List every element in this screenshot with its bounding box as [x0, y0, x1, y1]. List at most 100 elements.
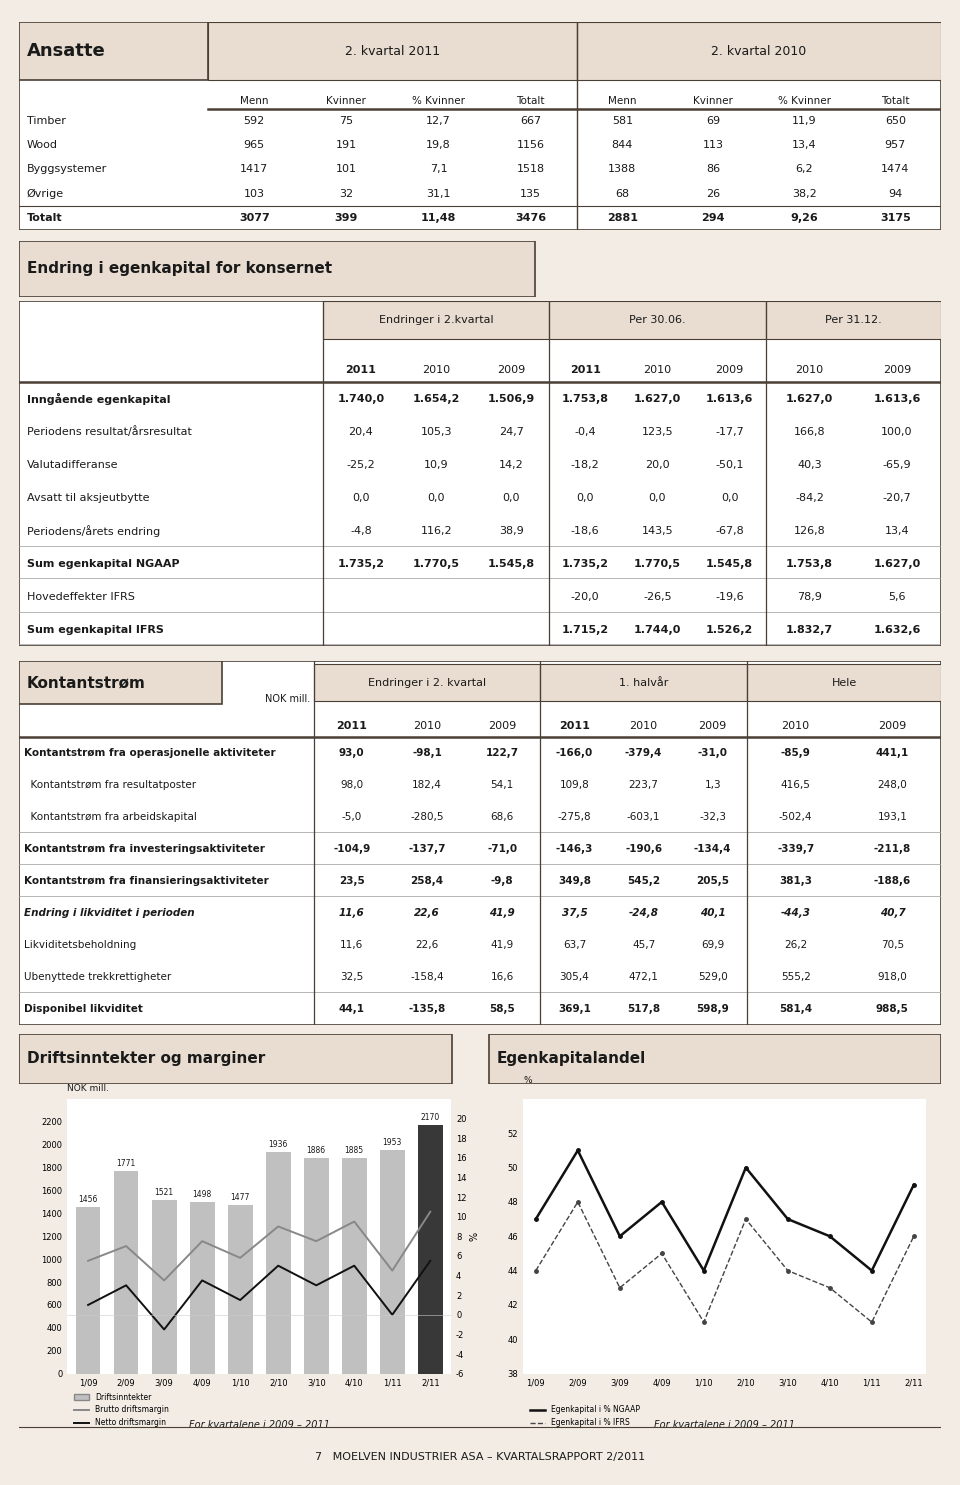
- Text: 2010: 2010: [413, 722, 441, 731]
- Text: 0,0: 0,0: [352, 493, 370, 503]
- Text: 844: 844: [612, 140, 633, 150]
- Text: 2170: 2170: [420, 1114, 440, 1123]
- Text: 12,7: 12,7: [426, 116, 451, 126]
- Text: -134,4: -134,4: [694, 843, 732, 854]
- Text: Menn: Menn: [608, 97, 636, 107]
- FancyBboxPatch shape: [19, 661, 222, 704]
- Text: 1477: 1477: [230, 1192, 250, 1201]
- Text: 1.740,0: 1.740,0: [337, 394, 385, 404]
- Text: 3077: 3077: [239, 212, 270, 223]
- Legend: Driftsinntekter, Brutto driftsmargin, Netto driftsmargin: Driftsinntekter, Brutto driftsmargin, Ne…: [71, 1390, 173, 1430]
- Bar: [380, 1149, 404, 1374]
- Text: 135: 135: [520, 189, 541, 199]
- Text: 26: 26: [707, 189, 720, 199]
- Egenkapital i % NGAAP: [614, 1227, 626, 1244]
- Text: 166,8: 166,8: [794, 426, 826, 437]
- Bar: [228, 1204, 252, 1374]
- Text: 369,1: 369,1: [558, 1004, 591, 1014]
- Text: 529,0: 529,0: [698, 971, 728, 982]
- FancyBboxPatch shape: [747, 664, 941, 701]
- Brutto driftsmargin: [387, 1262, 398, 1280]
- Text: 248,0: 248,0: [877, 780, 907, 790]
- Text: 1.627,0: 1.627,0: [634, 394, 681, 404]
- Text: 650: 650: [885, 116, 906, 126]
- Text: 598,9: 598,9: [696, 1004, 729, 1014]
- Text: 11,6: 11,6: [339, 907, 365, 918]
- Text: Ansatte: Ansatte: [27, 43, 106, 61]
- Text: -17,7: -17,7: [715, 426, 744, 437]
- Text: 2010: 2010: [796, 365, 824, 376]
- Text: 0,0: 0,0: [721, 493, 738, 503]
- Egenkapital i % IFRS: [866, 1313, 877, 1331]
- Text: -0,4: -0,4: [574, 426, 596, 437]
- Text: -275,8: -275,8: [558, 812, 591, 823]
- Egenkapital i % IFRS: [824, 1279, 835, 1296]
- Bar: [418, 1126, 443, 1374]
- Text: 1.735,2: 1.735,2: [562, 558, 609, 569]
- Text: 86: 86: [707, 165, 720, 174]
- Egenkapital i % NGAAP: [656, 1192, 667, 1210]
- Text: -18,6: -18,6: [571, 526, 600, 536]
- Text: Kontantstrøm fra operasjonelle aktiviteter: Kontantstrøm fra operasjonelle aktivitet…: [24, 748, 276, 759]
- Text: Kontantstrøm: Kontantstrøm: [27, 676, 146, 691]
- Text: Byggsystemer: Byggsystemer: [27, 165, 107, 174]
- Text: 63,7: 63,7: [563, 940, 587, 950]
- Text: 41,9: 41,9: [491, 940, 514, 950]
- Text: % Kvinner: % Kvinner: [778, 97, 830, 107]
- Text: 1936: 1936: [269, 1140, 288, 1149]
- Text: 40,7: 40,7: [879, 907, 905, 918]
- Text: 667: 667: [520, 116, 541, 126]
- Text: 78,9: 78,9: [797, 591, 822, 601]
- FancyBboxPatch shape: [540, 664, 747, 701]
- Text: 23,5: 23,5: [339, 876, 365, 887]
- Text: -71,0: -71,0: [488, 843, 517, 854]
- Text: 10,9: 10,9: [424, 460, 448, 469]
- Text: 1.770,5: 1.770,5: [413, 558, 460, 569]
- Brutto driftsmargin: [310, 1233, 322, 1250]
- Text: For kvartalene i 2009 – 2011: For kvartalene i 2009 – 2011: [189, 1420, 329, 1430]
- Text: 1,3: 1,3: [705, 780, 721, 790]
- Egenkapital i % NGAAP: [530, 1210, 541, 1228]
- Text: 103: 103: [244, 189, 265, 199]
- Text: 2. kvartal 2010: 2. kvartal 2010: [711, 45, 806, 58]
- Text: -24,8: -24,8: [629, 907, 659, 918]
- Egenkapital i % IFRS: [782, 1262, 794, 1280]
- Text: Totalt: Totalt: [27, 212, 62, 223]
- Text: 1.613,6: 1.613,6: [874, 394, 921, 404]
- Text: 2011: 2011: [559, 722, 589, 731]
- Text: -65,9: -65,9: [882, 460, 911, 469]
- Text: -137,7: -137,7: [408, 843, 445, 854]
- Text: 2010: 2010: [781, 722, 809, 731]
- Text: 517,8: 517,8: [627, 1004, 660, 1014]
- Netto driftsmargin: [387, 1305, 398, 1323]
- Text: -20,7: -20,7: [882, 493, 911, 503]
- Text: 1953: 1953: [383, 1138, 402, 1148]
- Bar: [266, 1152, 291, 1374]
- Text: Kontantstrøm fra resultatposter: Kontantstrøm fra resultatposter: [24, 780, 196, 790]
- Text: 381,3: 381,3: [780, 876, 812, 887]
- Text: Timber: Timber: [27, 116, 65, 126]
- Bar: [190, 1203, 214, 1374]
- Text: 965: 965: [244, 140, 265, 150]
- Text: 22,6: 22,6: [414, 907, 440, 918]
- FancyBboxPatch shape: [577, 22, 941, 80]
- Text: 1474: 1474: [881, 165, 909, 174]
- Text: -85,9: -85,9: [780, 748, 810, 759]
- Text: 24,7: 24,7: [499, 426, 524, 437]
- Text: 1. halvår: 1. halvår: [619, 677, 668, 688]
- Bar: [304, 1158, 328, 1374]
- Egenkapital i % NGAAP: [698, 1262, 709, 1280]
- Text: Wood: Wood: [27, 140, 58, 150]
- Text: 26,2: 26,2: [784, 940, 807, 950]
- Text: Menn: Menn: [240, 97, 269, 107]
- Text: -5,0: -5,0: [342, 812, 362, 823]
- Netto driftsmargin: [348, 1256, 360, 1274]
- FancyBboxPatch shape: [549, 301, 766, 340]
- FancyBboxPatch shape: [19, 301, 941, 646]
- FancyBboxPatch shape: [490, 1034, 941, 1084]
- Text: Likviditetsbeholdning: Likviditetsbeholdning: [24, 940, 136, 950]
- Text: 75: 75: [339, 116, 353, 126]
- Text: 19,8: 19,8: [426, 140, 451, 150]
- Text: 31,1: 31,1: [426, 189, 451, 199]
- Text: 5,6: 5,6: [888, 591, 906, 601]
